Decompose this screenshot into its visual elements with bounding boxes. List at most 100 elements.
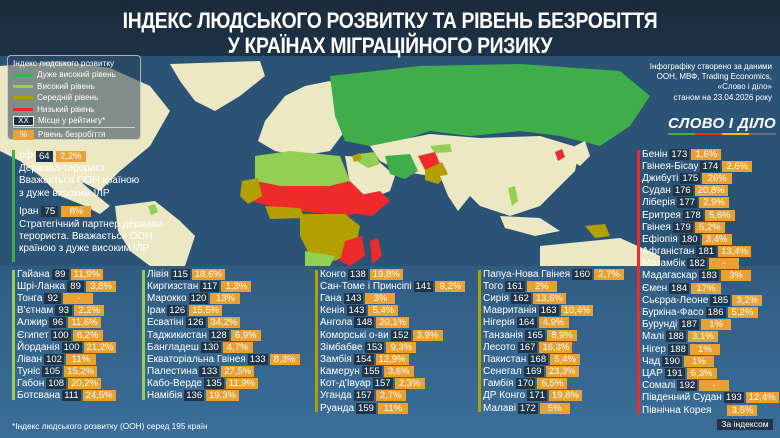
- country-name: Йорданія: [17, 341, 60, 353]
- rank-badge: 165: [525, 329, 545, 341]
- rank-badge: 192: [677, 380, 698, 392]
- country-name: Екваторіальна Гвінея: [147, 353, 246, 365]
- unemployment-badge: 1,6%: [691, 148, 722, 160]
- unemployment-badge: -: [708, 258, 739, 270]
- country-name: Малі: [642, 331, 665, 343]
- legend-title: Індекс людського розвитку: [13, 59, 115, 68]
- country-name: Північна Корея: [642, 404, 712, 416]
- rank-badge: 167: [517, 341, 538, 353]
- country-name: Шрі-Ланка: [17, 280, 66, 292]
- note-iran: Іран 75 8% Стратегічний партнер держави-…: [19, 206, 182, 256]
- rank-badge: 89: [51, 268, 69, 280]
- country-name: Лесото: [483, 341, 516, 353]
- rank-badge: 185: [710, 294, 731, 306]
- rank-badge: 133: [199, 366, 220, 378]
- country-row: Кенія 143 5,4%: [320, 305, 465, 317]
- legend-divider: [13, 127, 135, 129]
- sources-line: ООН, МВФ, Trading Economics,: [656, 72, 772, 82]
- unemployment-badge: 6,3%: [686, 367, 717, 379]
- country-name: Сирія: [483, 292, 510, 304]
- country-row: Ботсвана 111 24,5%: [17, 390, 116, 402]
- unemployment-badge: 15,2%: [64, 366, 98, 378]
- legend-label: Високий рівень: [37, 81, 95, 91]
- rank-badge: 128: [208, 329, 229, 341]
- rank-badge: 135: [203, 378, 224, 390]
- unemployment-badge: 3,5%: [727, 404, 758, 416]
- country-name: Лівія: [147, 268, 169, 280]
- country-row: Кот-д'Івуар 157 2,3%: [320, 378, 465, 390]
- country-row: Зімбабве 153 9,3%: [320, 341, 465, 353]
- unemployment-badge: 6,2%: [72, 329, 103, 341]
- unemployment-badge: 6,9%: [230, 329, 261, 341]
- legend-label: Рівень безробіття: [38, 130, 106, 140]
- column-high-2: Лівія 115 18,6% Киргизстан 117 1,3% Марокко 120…: [142, 268, 300, 402]
- unemployment-badge: 2%: [526, 280, 557, 292]
- unemployment-badge: 13%: [210, 292, 241, 304]
- country-row: Бангладеш 130 4,7%: [147, 341, 300, 353]
- rank-badge: 183: [699, 270, 719, 282]
- sort-by-index-button[interactable]: За індексом: [717, 419, 773, 430]
- legend-swatch-low: [13, 107, 33, 111]
- country-name: Південний Судан: [642, 392, 722, 404]
- rank-badge: 152: [390, 329, 411, 341]
- country-row: Еритрея 178 5,6%: [642, 209, 779, 221]
- country-row: Сьєрра-Леоне 185 3,2%: [642, 294, 779, 306]
- unemployment-badge: 2,2%: [55, 150, 86, 162]
- logo-color-bar: [668, 133, 776, 135]
- rank-badge: 187: [679, 319, 700, 331]
- country-row: Гайана 89 11,9%: [17, 268, 116, 280]
- country-name: Ефіопія: [642, 233, 678, 245]
- rank-badge: 178: [682, 209, 703, 221]
- country-name: Намібія: [147, 390, 183, 402]
- rank-badge: 157: [372, 378, 393, 390]
- page-title: ІНДЕКС ЛЮДСЬКОГО РОЗВИТКУ ТА РІВЕНЬ БЕЗР…: [55, 8, 726, 58]
- country-name: Сьєрра-Леоне: [642, 294, 709, 306]
- country-row: Палестина 133 27,5%: [147, 366, 300, 378]
- country-name: Пакистан: [483, 353, 527, 365]
- unemployment-badge: 16,3%: [539, 341, 573, 353]
- unemployment-badge: 12,9%: [375, 353, 409, 365]
- country-name: Ліван: [17, 353, 43, 365]
- country-name: Сенегал: [483, 366, 522, 378]
- legend-label: Місце у рейтингу*: [38, 116, 106, 126]
- rank-badge: 89: [67, 280, 85, 292]
- country-name: Нігер: [642, 343, 666, 355]
- column-medium-1: Конго 138 19,8% Сан-Томе і Принсіпі 141 9,2% Г…: [315, 268, 466, 414]
- country-name: Зімбабве: [320, 341, 363, 353]
- rank-badge: 164: [516, 317, 537, 329]
- country-row: Джибуті 175 26%: [642, 172, 779, 184]
- country-row: Ірак 126 15,5%: [147, 305, 300, 317]
- country-name: Бурунді: [642, 319, 678, 331]
- country-row: Алжир 96 11,6%: [17, 317, 116, 329]
- country-row: Тонга 92-: [17, 292, 116, 304]
- country-row: Ліван 102 11%: [17, 353, 116, 365]
- unemployment-badge: 8,3%: [269, 353, 300, 365]
- rank-badge: 133: [247, 353, 268, 365]
- legend-pct-box: %: [13, 130, 34, 141]
- rank-badge: 100: [61, 341, 82, 353]
- country-name: ЦАР: [642, 367, 663, 379]
- unemployment-badge: 5%: [539, 402, 570, 414]
- rank-badge: 100: [50, 329, 71, 341]
- sources-line: «Слово і діло»: [717, 82, 772, 92]
- legend-label: Дуже високий рівень: [37, 70, 116, 80]
- country-name: Джибуті: [642, 172, 679, 184]
- legend-label: Низький рівень: [37, 104, 95, 114]
- unemployment-badge: 12,4%: [745, 392, 779, 404]
- rank-badge: 111: [62, 390, 81, 402]
- country-row: Чад 190 1%: [642, 355, 779, 367]
- country-row: Руанда 159 11%: [320, 402, 465, 414]
- unemployment-badge: 17%: [691, 282, 722, 294]
- country-name: Конго: [320, 268, 346, 280]
- country-row: Того 161 2%: [483, 280, 624, 292]
- rank-badge: 92: [44, 292, 62, 304]
- column-medium-2: Папуа-Нова Гвінея 160 2,7% Того 161 2% Сирія 16…: [478, 268, 625, 414]
- country-name: Мавританія: [483, 305, 537, 317]
- rank-badge: 136: [184, 390, 205, 402]
- unemployment-badge: 1%: [683, 355, 714, 367]
- rank-badge: 75: [41, 206, 59, 218]
- country-name: Еритрея: [642, 209, 681, 221]
- country-row: Йорданія 100 21,2%: [17, 341, 117, 353]
- country-name: В'єтнам: [17, 305, 54, 317]
- rank-badge: 130: [200, 341, 221, 353]
